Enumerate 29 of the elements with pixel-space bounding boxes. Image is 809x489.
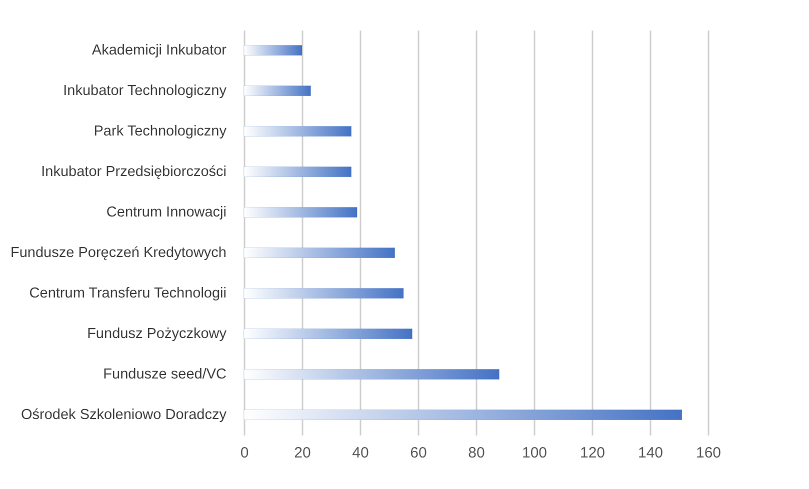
- x-tick-label: 160: [696, 444, 722, 462]
- x-tick-label: 60: [410, 444, 427, 462]
- bar: [244, 368, 500, 380]
- y-tick-label: Fundusze Poręczeń Kredytowych: [10, 244, 226, 261]
- bar: [244, 328, 412, 340]
- y-tick-label: Inkubator Przedsiębiorczości: [41, 164, 226, 180]
- bar: [244, 126, 352, 137]
- y-tick-label: Centrum Innowacji: [106, 204, 226, 220]
- y-tick-label: Ośrodek Szkoleniowo Doradczy: [20, 406, 228, 423]
- x-tick-label: 20: [294, 444, 311, 462]
- y-tick-label: Fundusze seed/VC: [103, 366, 226, 382]
- y-tick-label: Akademicji Inkubator: [92, 42, 227, 58]
- x-tick-label: 120: [580, 444, 606, 462]
- y-tick-label: Fundusz Pożyczkowy: [87, 326, 228, 342]
- bar: [244, 85, 311, 96]
- bar: [244, 409, 682, 420]
- x-tick-label: 40: [352, 444, 369, 462]
- x-tick-label: 80: [468, 444, 485, 462]
- x-tick-label: 100: [522, 444, 548, 462]
- y-tick-label: Centrum Transferu Technologii: [29, 285, 226, 302]
- x-tick-label: 140: [638, 444, 664, 462]
- x-tick-label: 0: [240, 444, 249, 462]
- bar: [244, 288, 404, 299]
- bar: [244, 166, 352, 178]
- bar: [244, 247, 396, 258]
- y-tick-label: Park Technologiczny: [94, 123, 228, 140]
- bar: [244, 44, 302, 56]
- bar: [244, 206, 358, 218]
- y-tick-label: Inkubator Technologiczny: [63, 82, 228, 99]
